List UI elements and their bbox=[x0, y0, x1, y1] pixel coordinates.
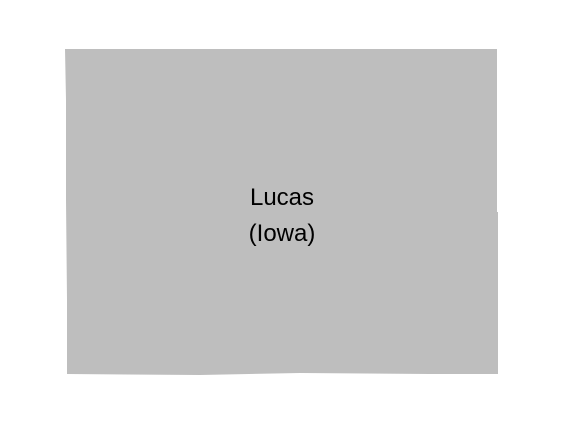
county-shape-lucas bbox=[65, 49, 498, 375]
county-name: Lucas bbox=[249, 184, 315, 211]
county-label: Lucas (Iowa) bbox=[182, 180, 382, 252]
state-name: (Iowa) bbox=[248, 220, 316, 247]
